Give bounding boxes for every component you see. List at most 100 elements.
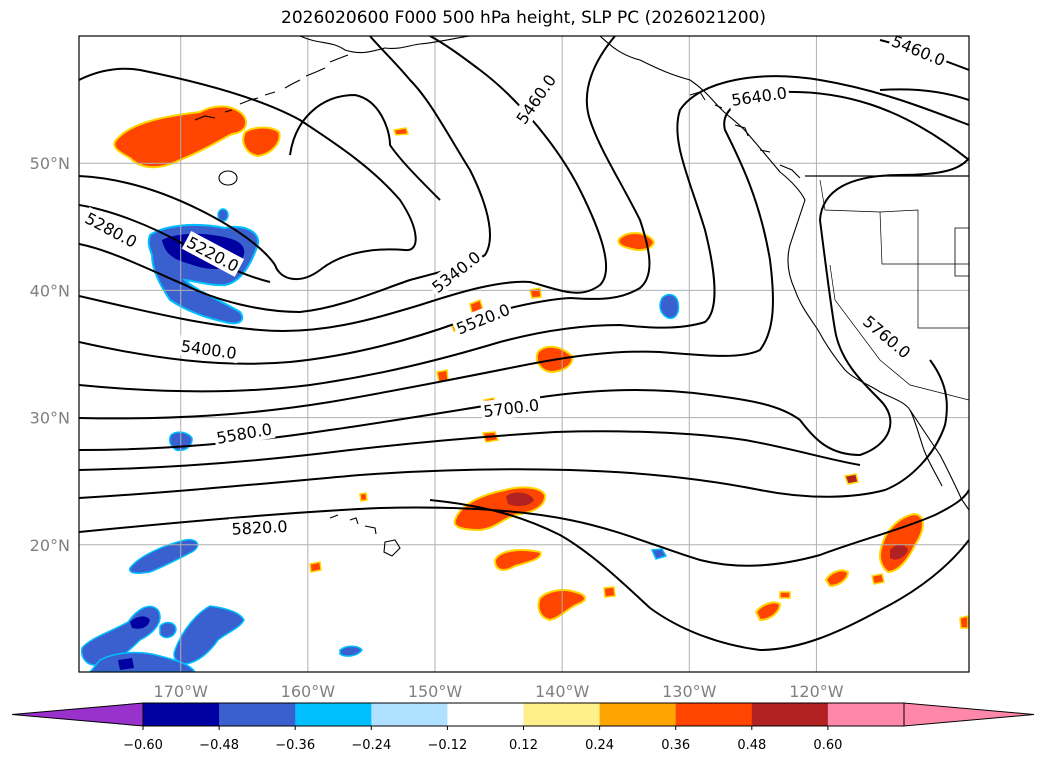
colorbar-segment: [599, 703, 677, 726]
colorbar: −0.60 −0.48 −0.36 −0.24 −0.12 0.12 0.24 0.36 0.4…: [11, 702, 1035, 753]
colorbar-tick-label: −0.36: [275, 738, 315, 753]
shade-negative-region: [650, 548, 668, 560]
contour-label-gap: [857, 309, 917, 364]
contour-line: [879, 88, 969, 101]
baja-coastline: [909, 409, 943, 487]
shade-positive-region: [309, 561, 322, 573]
contour-line: [79, 36, 651, 365]
shade-positive-region: [959, 615, 969, 629]
lon-tick-label: 170°W: [154, 682, 209, 701]
contour-label-gap: [886, 29, 951, 71]
contour-label-gap: [212, 418, 276, 449]
alaska-coastline: [299, 36, 471, 54]
colorbar-under-extension: [11, 702, 144, 727]
lat-tick-label: 20°N: [30, 536, 70, 555]
shade-negative-region: [659, 293, 680, 320]
colorbar-segment: [447, 703, 524, 726]
contour-label-gap: [480, 394, 543, 422]
contour-label-text: 5520.0: [454, 300, 513, 339]
colorbar-tick-label: 0.12: [509, 738, 538, 753]
lat-tick-label: 40°N: [30, 281, 70, 300]
aleutian-islands: [194, 54, 349, 121]
colorbar-tick-label: −0.48: [199, 738, 239, 753]
contour-line: [79, 489, 969, 567]
contour-label-gap: [177, 335, 240, 364]
lon-tick-label: 140°W: [535, 682, 590, 701]
lon-tick-label: 160°W: [281, 682, 336, 701]
height-contours: [79, 36, 969, 652]
contour-label-gap: [510, 68, 562, 130]
contour-line: [79, 36, 608, 332]
contour-label-gap: [451, 298, 515, 340]
contour-label-text: 5460.0: [512, 71, 560, 128]
shade-positive-region: [779, 591, 791, 599]
colorbar-tick-label: 0.36: [661, 738, 690, 753]
lat-tick-label: 30°N: [30, 409, 70, 428]
lon-tick-label: 120°W: [789, 682, 844, 701]
contour-label: 5520.0: [451, 298, 515, 340]
canada-inlet: [954, 227, 969, 277]
contour-label: 5760.0: [857, 309, 917, 364]
colorbar-segment: [827, 703, 905, 726]
shade-negative-region: [217, 208, 229, 222]
state-borders: [819, 179, 969, 401]
shade-positive-region: [754, 601, 782, 622]
shade-positive-region: [529, 287, 542, 299]
colorbar-segment: [143, 703, 220, 726]
contour-label-text: 5640.0: [730, 83, 788, 110]
contour-label-text: 5280.0: [82, 209, 140, 252]
contour-label-text: 5580.0: [215, 419, 273, 447]
contour-label-gap: [426, 245, 486, 299]
shade-negative-region: [173, 605, 245, 665]
colorbar-segment: [675, 703, 753, 726]
shade-negative-region: [159, 621, 177, 639]
shade-positive-region: [871, 573, 885, 585]
colorbar-tick-label: −0.60: [123, 738, 163, 753]
contour-label-text: 5460.0: [889, 32, 948, 71]
shade-positive-region: [617, 232, 656, 251]
contour-line: [79, 157, 969, 457]
contour-label-text: 5820.0: [231, 517, 288, 539]
shade-positive-region: [242, 126, 281, 158]
shade-negative-region: [130, 616, 150, 629]
colorbar-segment: [219, 703, 296, 726]
lon-tick-label: 130°W: [662, 682, 717, 701]
contour-label: 5820.0: [229, 515, 290, 539]
colorbar-tick-label: 0.60: [813, 738, 842, 753]
colorbar-segment: [295, 703, 372, 726]
map-frame: [78, 35, 970, 673]
contour-label-gap: [229, 515, 290, 539]
colorbar-tick-label: −0.12: [427, 738, 467, 753]
lat-tick-label: 50°N: [30, 154, 70, 173]
shade-positive-region: [824, 569, 850, 588]
contour-line: [79, 430, 861, 471]
map-title: 2026020600 F000 500 hPa height, SLP PC (…: [281, 8, 766, 28]
shade-negative-region: [339, 645, 363, 657]
contour-label-gap: [80, 206, 143, 253]
hawaii-islands: [329, 514, 401, 557]
us-west-coastline: [787, 199, 969, 511]
shade-positive-region: [359, 492, 368, 502]
colorbar-tick-label: 0.48: [737, 738, 766, 753]
contour-label-text: 5760.0: [859, 312, 914, 363]
lon-tick-label: 150°W: [408, 682, 463, 701]
contour-line: [429, 499, 969, 652]
colorbar-segment: [523, 703, 601, 726]
contour-line: [79, 36, 491, 314]
shade-positive-region: [843, 473, 859, 485]
shade-positive-region: [506, 492, 534, 507]
shade-positive-region: [890, 544, 908, 560]
colorbar-tick-label: 0.24: [585, 738, 614, 753]
shade-positive-region: [392, 127, 410, 136]
contour-label: 5580.0: [212, 418, 276, 449]
contour-label-gap: [727, 81, 791, 111]
contour-label: 5460.0: [510, 68, 562, 130]
alaska-panhandle-coast: [599, 36, 806, 201]
contour-label: 5400.0: [177, 335, 240, 364]
axis-tick-labels: 170°W 160°W 150°W 140°W 130°W 120°W 50°N 40°N 30…: [30, 154, 844, 701]
shade-positive-region: [493, 549, 542, 571]
contour-line: [289, 93, 441, 201]
island: [218, 170, 238, 186]
contour-label-text: 5400.0: [180, 336, 238, 363]
